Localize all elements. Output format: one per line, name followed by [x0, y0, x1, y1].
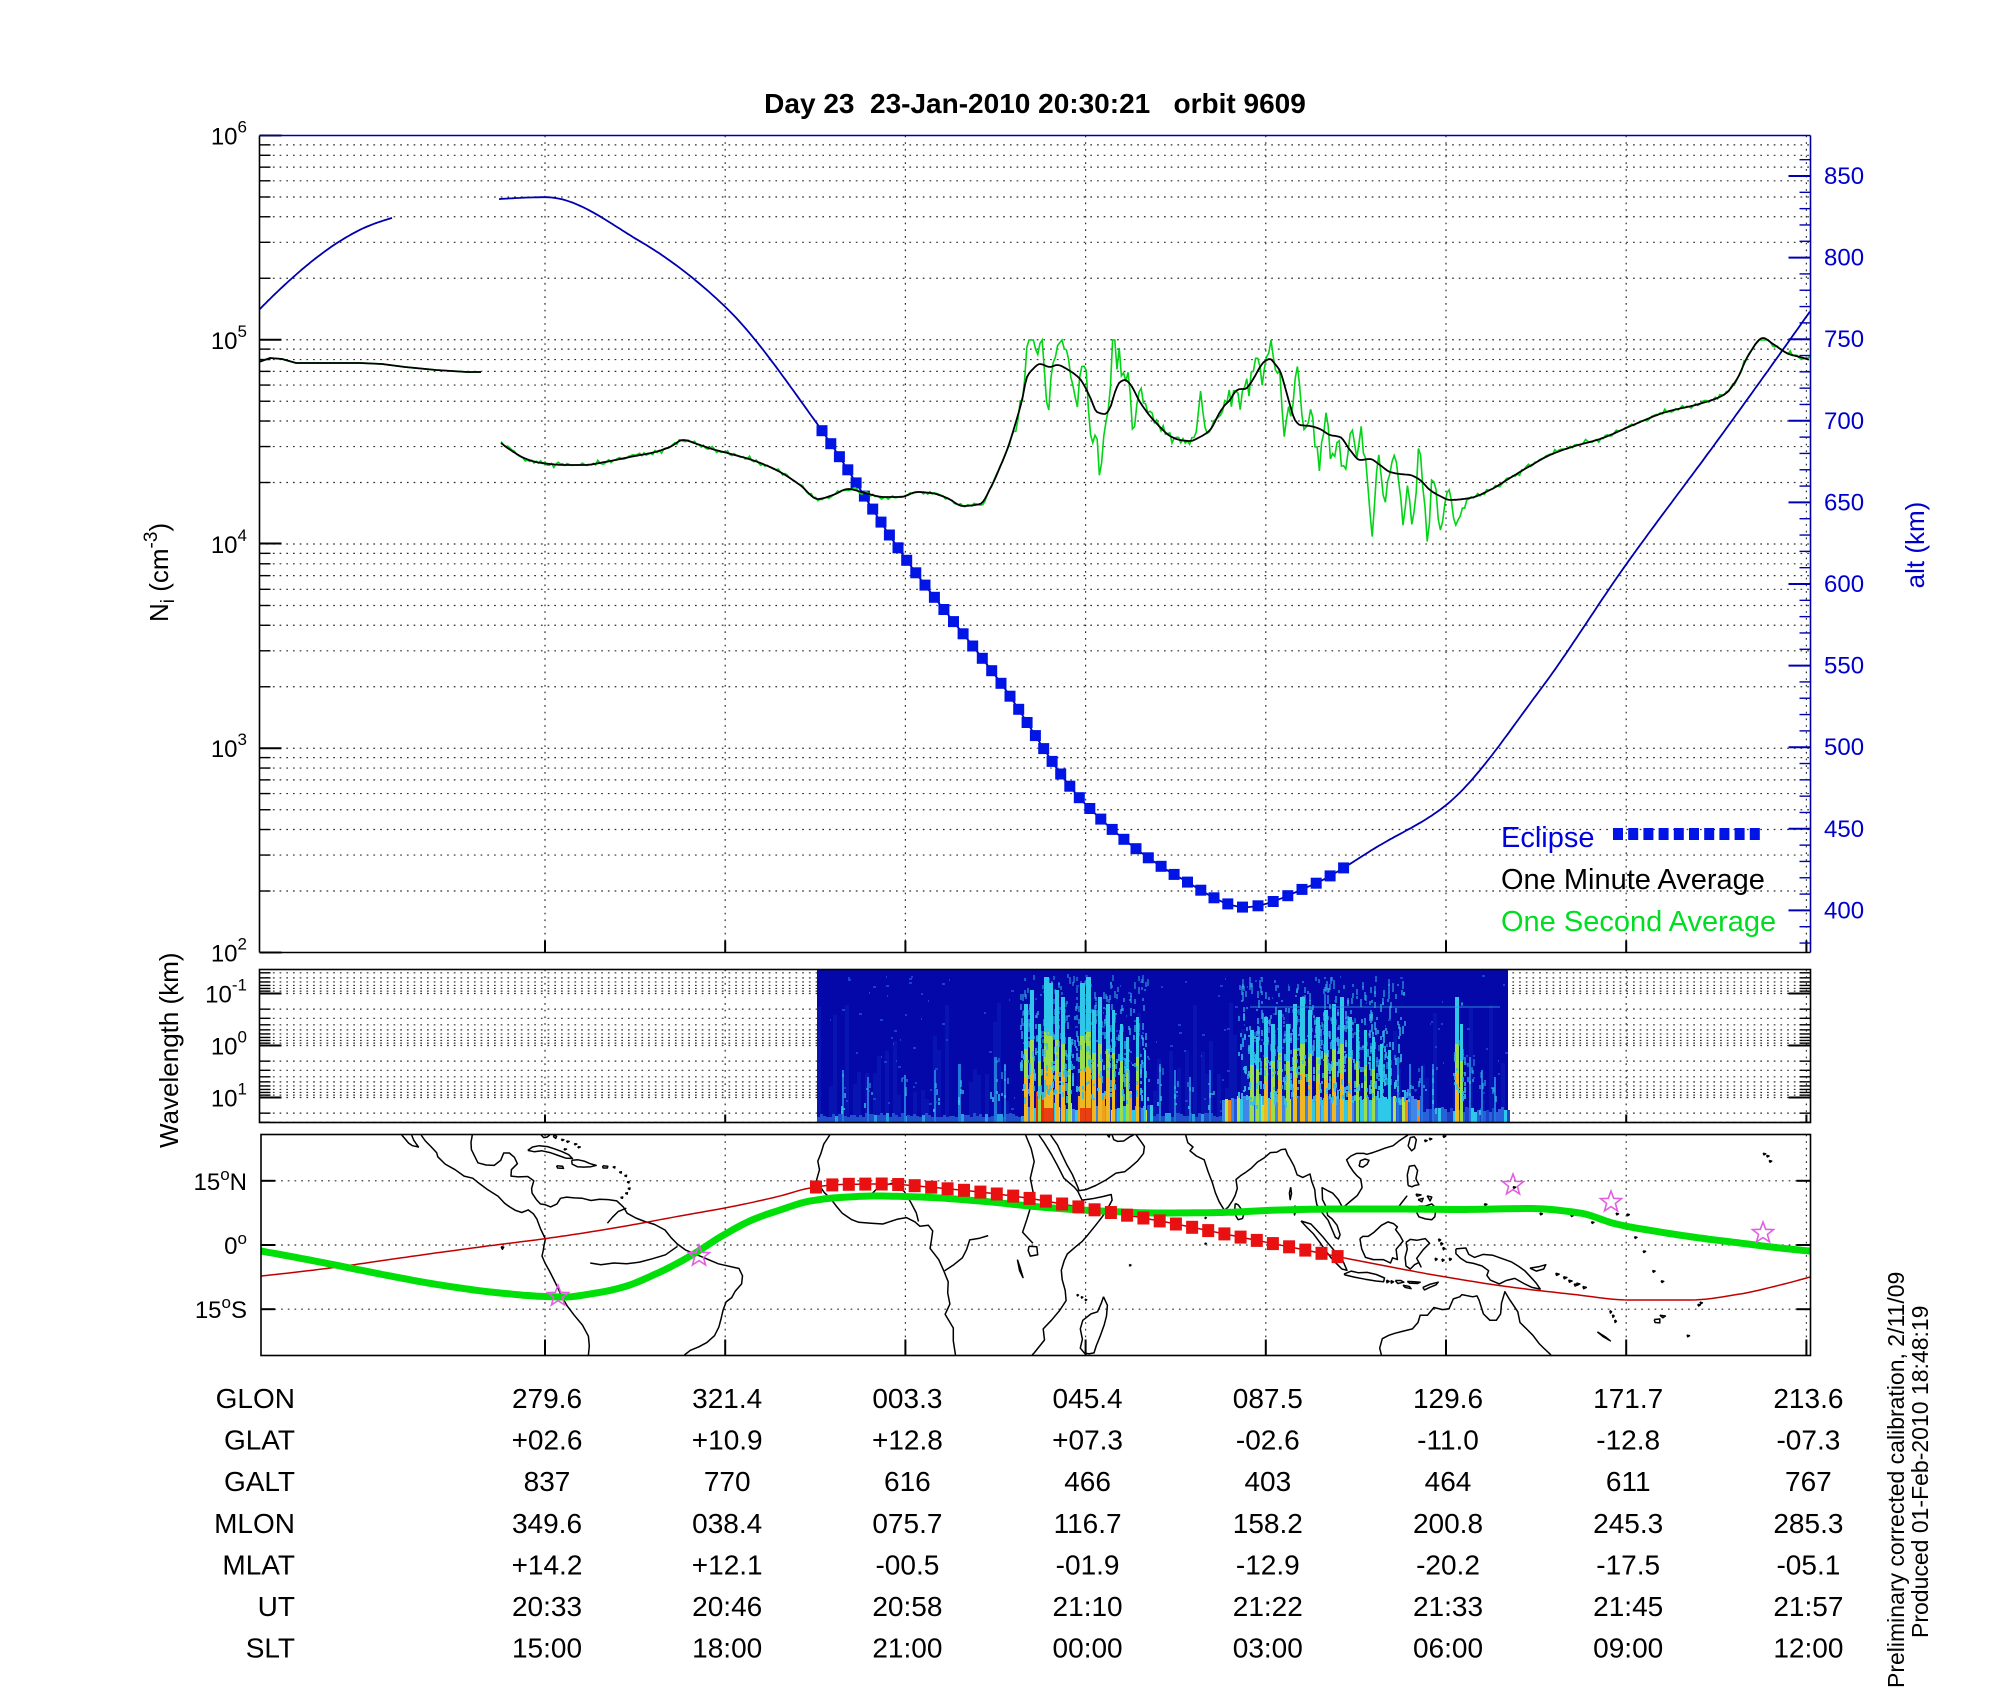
svg-text:550: 550 [1824, 653, 1864, 680]
svg-text:15:00: 15:00 [512, 1633, 582, 1664]
svg-text:400: 400 [1824, 897, 1864, 924]
svg-text:03:00: 03:00 [1233, 1633, 1303, 1664]
svg-text:-05.1: -05.1 [1776, 1549, 1840, 1580]
svg-text:+12.1: +12.1 [692, 1549, 763, 1580]
svg-text:21:33: 21:33 [1413, 1591, 1483, 1622]
svg-text:500: 500 [1824, 734, 1864, 761]
svg-text:09:00: 09:00 [1593, 1633, 1663, 1664]
svg-text:171.7: 171.7 [1593, 1383, 1663, 1414]
svg-text:-20.2: -20.2 [1416, 1549, 1480, 1580]
svg-text:+14.2: +14.2 [512, 1549, 583, 1580]
svg-text:700: 700 [1824, 408, 1864, 435]
svg-text:129.6: 129.6 [1413, 1383, 1483, 1414]
svg-text:800: 800 [1824, 245, 1864, 272]
svg-text:SLT: SLT [246, 1633, 295, 1664]
svg-text:087.5: 087.5 [1233, 1383, 1303, 1414]
svg-text:600: 600 [1824, 571, 1864, 598]
svg-text:MLON: MLON [214, 1508, 295, 1539]
svg-text:349.6: 349.6 [512, 1508, 582, 1539]
svg-text:616: 616 [884, 1466, 931, 1497]
svg-text:650: 650 [1824, 489, 1864, 516]
svg-text:06:00: 06:00 [1413, 1633, 1483, 1664]
svg-text:213.6: 213.6 [1773, 1383, 1843, 1414]
svg-text:770: 770 [704, 1466, 751, 1497]
svg-text:-12.9: -12.9 [1236, 1549, 1300, 1580]
svg-text:102: 102 [211, 935, 247, 968]
svg-text:21:00: 21:00 [872, 1633, 942, 1664]
svg-text:-00.5: -00.5 [875, 1549, 939, 1580]
svg-text:+07.3: +07.3 [1052, 1425, 1123, 1456]
svg-text:GLON: GLON [216, 1383, 295, 1414]
svg-text:21:45: 21:45 [1593, 1591, 1663, 1622]
svg-text:464: 464 [1425, 1466, 1472, 1497]
svg-text:767: 767 [1785, 1466, 1832, 1497]
svg-text:321.4: 321.4 [692, 1383, 762, 1414]
svg-text:850: 850 [1824, 163, 1864, 190]
svg-text:GLAT: GLAT [224, 1425, 295, 1456]
svg-text:12:00: 12:00 [1773, 1633, 1843, 1664]
svg-text:279.6: 279.6 [512, 1383, 582, 1414]
svg-text:15oS: 15oS [195, 1293, 247, 1324]
svg-text:One Second Average: One Second Average [1501, 906, 1776, 938]
svg-text:403: 403 [1244, 1466, 1291, 1497]
svg-text:alt (km): alt (km) [1900, 502, 1930, 589]
svg-text:003.3: 003.3 [872, 1383, 942, 1414]
svg-text:200.8: 200.8 [1413, 1508, 1483, 1539]
svg-text:+10.9: +10.9 [692, 1425, 763, 1456]
svg-text:450: 450 [1824, 816, 1864, 843]
svg-text:00:00: 00:00 [1053, 1633, 1123, 1664]
svg-text:Wavelength (km): Wavelength (km) [154, 952, 184, 1148]
svg-text:18:00: 18:00 [692, 1633, 762, 1664]
svg-text:+02.6: +02.6 [512, 1425, 583, 1456]
svg-text:-12.8: -12.8 [1596, 1425, 1660, 1456]
svg-text:837: 837 [524, 1466, 571, 1497]
svg-text:21:57: 21:57 [1773, 1591, 1843, 1622]
svg-text:-07.3: -07.3 [1776, 1425, 1840, 1456]
svg-text:21:22: 21:22 [1233, 1591, 1303, 1622]
svg-text:MLAT: MLAT [222, 1549, 295, 1580]
svg-text:611: 611 [1606, 1466, 1651, 1497]
svg-text:-01.9: -01.9 [1056, 1549, 1120, 1580]
svg-text:245.3: 245.3 [1593, 1508, 1663, 1539]
svg-text:-11.0: -11.0 [1417, 1425, 1479, 1456]
svg-text:038.4: 038.4 [692, 1508, 762, 1539]
svg-text:750: 750 [1824, 326, 1864, 353]
svg-text:-17.5: -17.5 [1596, 1549, 1660, 1580]
svg-text:20:33: 20:33 [512, 1591, 582, 1622]
svg-text:116.7: 116.7 [1054, 1508, 1122, 1539]
svg-text:21:10: 21:10 [1053, 1591, 1123, 1622]
svg-text:20:58: 20:58 [872, 1591, 942, 1622]
svg-text:20:46: 20:46 [692, 1591, 762, 1622]
svg-text:GALT: GALT [224, 1466, 295, 1497]
svg-text:Ni (cm-3): Ni (cm-3) [141, 523, 179, 622]
svg-text:045.4: 045.4 [1053, 1383, 1123, 1414]
svg-text:Preliminary corrected calibrat: Preliminary corrected calibration, 2/11/… [1883, 1272, 1909, 1688]
svg-text:One Minute Average: One Minute Average [1501, 864, 1765, 896]
svg-text:285.3: 285.3 [1773, 1508, 1843, 1539]
svg-text:+12.8: +12.8 [872, 1425, 943, 1456]
svg-text:-02.6: -02.6 [1236, 1425, 1300, 1456]
svg-text:158.2: 158.2 [1233, 1508, 1303, 1539]
svg-text:466: 466 [1064, 1466, 1111, 1497]
svg-text:Day 23 23-Jan-2010 20:30:21: Day 23 23-Jan-2010 20:30:21 orbit 9609 [764, 88, 1306, 119]
svg-text:075.7: 075.7 [872, 1508, 942, 1539]
svg-text:UT: UT [258, 1591, 295, 1622]
svg-text:Produced 01-Feb-2010 18:48:19: Produced 01-Feb-2010 18:48:19 [1907, 1306, 1933, 1638]
svg-text:Eclipse: Eclipse [1501, 822, 1595, 854]
